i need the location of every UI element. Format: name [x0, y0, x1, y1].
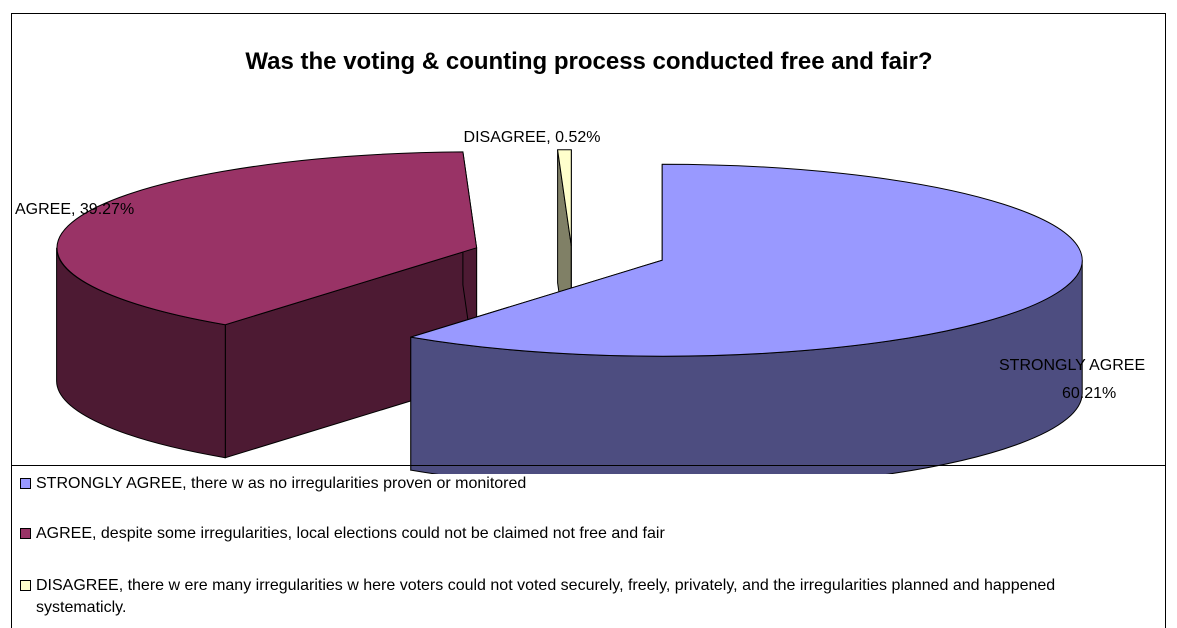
legend-text-strongly-agree: STRONGLY AGREE, there w as no irregulari…: [36, 475, 527, 492]
slice-strongly-agree: [410, 163, 1083, 474]
slice-agree: [56, 151, 478, 459]
chart-frame: Was the voting & counting process conduc…: [11, 13, 1166, 628]
data-label-agree: AGREE, 39.27%: [15, 201, 134, 218]
slice-top-strongly-agree: [410, 163, 1083, 357]
legend-text-agree: AGREE, despite some irregularities, loca…: [36, 525, 665, 542]
pie-slices: [56, 149, 1083, 474]
legend: STRONGLY AGREE, there w as no irregulari…: [11, 465, 1166, 628]
data-label-strongly-agree-value: 60.21%: [1062, 385, 1116, 402]
data-label-disagree: DISAGREE, 0.52%: [464, 129, 601, 146]
slice-top-agree: [56, 151, 478, 326]
legend-item-disagree: DISAGREE, there w ere many irregularitie…: [20, 575, 1150, 619]
legend-item-strongly-agree: STRONGLY AGREE, there w as no irregulari…: [20, 473, 1150, 495]
legend-swatch-disagree: [20, 580, 31, 591]
legend-item-agree: AGREE, despite some irregularities, loca…: [20, 523, 1150, 545]
slice-top-disagree: [557, 149, 572, 246]
pie-chart: Was the voting & counting process conduc…: [15, 48, 1145, 474]
chart-title: Was the voting & counting process conduc…: [245, 48, 932, 75]
legend-text-disagree: DISAGREE, there w ere many irregularitie…: [36, 577, 1056, 616]
data-label-strongly-agree-category: STRONGLY AGREE: [999, 357, 1145, 374]
legend-swatch-agree: [20, 528, 31, 539]
legend-swatch-strongly-agree: [20, 478, 31, 489]
